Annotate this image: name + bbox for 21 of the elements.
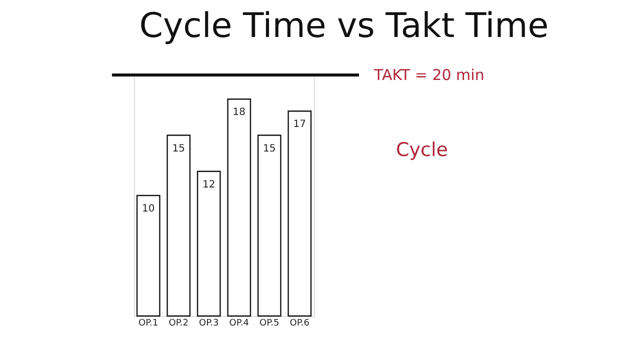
x-tick-label: OP.4 (229, 318, 250, 328)
data-label: 17 (293, 119, 306, 130)
chart-title: Cycle Time vs Takt Time (139, 6, 549, 46)
data-label: 18 (232, 107, 246, 118)
x-tick-label: OP.3 (199, 318, 219, 328)
data-label: 12 (202, 179, 216, 190)
bar (227, 98, 252, 317)
x-tick-label: OP.5 (260, 318, 280, 328)
x-tick-label: OP.6 (290, 318, 310, 328)
bar (196, 170, 221, 317)
data-label: 10 (142, 204, 155, 214)
bar (257, 134, 282, 317)
text: Cycle (396, 139, 448, 161)
x-tick-label: OP.2 (168, 318, 188, 328)
bar (136, 194, 160, 317)
data-label: 15 (263, 143, 276, 154)
ref-line-label: TAKT = 20 min (373, 66, 484, 84)
data-label: 15 (172, 143, 185, 154)
x-tick-label: OP.1 (138, 318, 158, 328)
bar (288, 110, 312, 317)
bar (166, 134, 191, 317)
